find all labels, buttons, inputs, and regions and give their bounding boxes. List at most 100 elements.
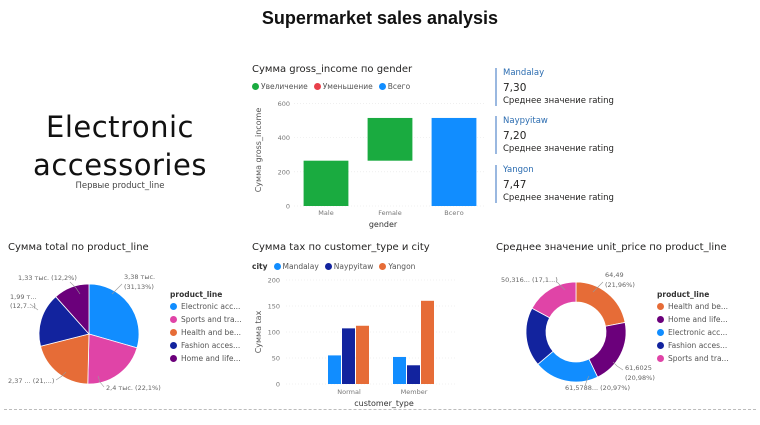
- donut-legend-item[interactable]: Fashion acces...: [657, 341, 729, 350]
- card-rating-value: 7,47: [503, 179, 527, 191]
- legend-label: Sports and tra...: [668, 354, 729, 363]
- waterfall-bar[interactable]: [431, 117, 477, 206]
- legend-label: Mandalay: [282, 262, 319, 271]
- waterfall-chart[interactable]: Сумма gross_income 0 200 400 600 Male Female…: [250, 96, 490, 232]
- legend-dot-increase: [252, 83, 259, 90]
- pie-slice[interactable]: [88, 283, 140, 349]
- waterfall-xtick: Всего: [444, 209, 463, 217]
- legend-label: Home and life...: [668, 315, 728, 324]
- pie-label-home: 1,33 тыс. (12,2%): [18, 274, 77, 282]
- bars-xlabel: customer_type: [354, 399, 414, 408]
- donut-label-home-b: (20,98%): [625, 374, 655, 382]
- legend-label: Electronic acc...: [668, 328, 728, 337]
- tax-bar[interactable]: [342, 328, 355, 384]
- pie-slice[interactable]: [40, 333, 90, 385]
- legend-dot-decrease: [313, 83, 321, 90]
- pie-slice[interactable]: [55, 283, 90, 336]
- donut-leader-line: [556, 281, 566, 291]
- legend-item-naypyitaw[interactable]: Naypyitaw: [324, 262, 374, 271]
- tax-bar[interactable]: [421, 300, 434, 384]
- legend-dot: [379, 263, 387, 270]
- legend-label: Sports and tra...: [181, 315, 242, 324]
- donut-label-health-a: 64,49: [605, 271, 624, 279]
- waterfall-bar[interactable]: [367, 117, 413, 161]
- legend-dot: [657, 342, 664, 349]
- pie-label-electronic-a: 3,38 тыс.: [124, 273, 155, 281]
- waterfall-ytick: 400: [278, 134, 290, 142]
- pie-chart[interactable]: 1,33 тыс. (12,2%) 1,99 т... (12,7...) 3,…: [0, 262, 170, 397]
- pie-label-fashion-b: (12,7...): [10, 302, 36, 310]
- legend-dot: [170, 342, 177, 349]
- legend-label: Health and be...: [668, 302, 729, 311]
- donut-legend-item[interactable]: Home and life...: [657, 315, 729, 324]
- pie-legend-item[interactable]: Electronic acc...: [170, 302, 242, 311]
- donut-leader-line: [592, 281, 604, 293]
- donut-legend-item[interactable]: Health and be...: [657, 302, 729, 311]
- pie-label-fashion-a: 1,99 т...: [10, 293, 37, 301]
- waterfall-ytick: 200: [278, 168, 290, 176]
- legend-dot: [324, 263, 332, 270]
- donut-legend-item[interactable]: Sports and tra...: [657, 354, 729, 363]
- bars-xtick: Normal: [337, 388, 361, 396]
- donut-label-electronic: 61,5788... (20,97%): [565, 384, 630, 392]
- legend-item-increase[interactable]: Увеличение: [252, 82, 308, 91]
- bars-legend[interactable]: city Mandalay Naypyitaw Yangon: [252, 262, 415, 271]
- card-value[interactable]: Electronic accessories: [20, 108, 220, 184]
- legend-label: Electronic acc...: [181, 302, 241, 311]
- legend-dot: [170, 316, 177, 323]
- legend-item-total[interactable]: Всего: [378, 82, 410, 91]
- pie-leader-line: [111, 283, 123, 295]
- donut-legend-item[interactable]: Electronic acc...: [657, 328, 729, 337]
- donut-label-health-b: (21,96%): [605, 281, 635, 289]
- legend-dot-total: [378, 83, 386, 90]
- card-accent-bar: [495, 165, 497, 203]
- pie-legend-title: product_line: [170, 290, 223, 299]
- pie-label-electronic-b: (31,13%): [124, 283, 154, 291]
- donut-legend-title: product_line: [657, 290, 710, 299]
- legend-dot: [170, 303, 177, 310]
- tax-bar-chart[interactable]: Сумма tax 0 50 100 150 200 Normal Member cust…: [250, 274, 460, 410]
- waterfall-xtick: Female: [378, 209, 402, 217]
- legend-item-decrease[interactable]: Уменьшение: [313, 82, 373, 91]
- donut-slice[interactable]: [588, 321, 627, 378]
- bars-title: Сумма tax по customer_type и city: [252, 242, 430, 253]
- tax-bar[interactable]: [328, 355, 341, 384]
- legend-dot: [273, 263, 281, 270]
- bars-xtick: Member: [401, 388, 428, 396]
- legend-label-decrease: Уменьшение: [322, 82, 373, 91]
- legend-item-yangon[interactable]: Yangon: [379, 262, 415, 271]
- pie-legend-item[interactable]: Fashion acces...: [170, 341, 242, 350]
- pie-label-sports: 2,4 тыс. (22,1%): [106, 384, 161, 392]
- pie-legend-item[interactable]: Health and be...: [170, 328, 242, 337]
- card-city-name: Naypyitaw: [503, 116, 548, 126]
- donut-legend[interactable]: product_line Health and be... Home and l…: [657, 290, 729, 367]
- pie-leader-line: [55, 371, 67, 381]
- page-divider: [4, 409, 756, 410]
- pie-title: Сумма total по product_line: [8, 242, 149, 253]
- legend-dot: [170, 329, 177, 336]
- legend-item-mandalay[interactable]: Mandalay: [273, 262, 319, 271]
- card-rating-value: 7,20: [503, 130, 527, 142]
- pie-legend[interactable]: product_line Electronic acc... Sports an…: [170, 290, 242, 367]
- tax-bar[interactable]: [356, 325, 369, 384]
- pie-slice[interactable]: [87, 333, 138, 385]
- card-value-line1: Electronic: [46, 110, 194, 144]
- donut-chart[interactable]: 50,316... (17,1...) 64,49 (21,96%) 61,60…: [495, 262, 655, 397]
- waterfall-legend[interactable]: Увеличение Уменьшение Всего: [252, 82, 410, 91]
- pie-legend-item[interactable]: Home and life...: [170, 354, 242, 363]
- waterfall-bar[interactable]: [303, 160, 349, 206]
- pie-leader-line: [29, 303, 39, 311]
- card-rating-caption: Среднее значение rating: [503, 144, 614, 154]
- page-title: Supermarket sales analysis: [261, 8, 499, 28]
- pie-legend-item[interactable]: Sports and tra...: [170, 315, 242, 324]
- donut-label-sports: 50,316... (17,1...): [501, 276, 558, 284]
- legend-label: Naypyitaw: [333, 262, 374, 271]
- pie-slice[interactable]: [38, 296, 90, 347]
- legend-dot: [170, 355, 177, 362]
- card-rating-value: 7,30: [503, 82, 527, 94]
- donut-leader-line: [612, 361, 624, 371]
- tax-bar[interactable]: [393, 356, 406, 384]
- donut-slice[interactable]: [531, 281, 577, 319]
- tax-bar[interactable]: [407, 365, 420, 384]
- bars-ytick: 200: [268, 277, 280, 285]
